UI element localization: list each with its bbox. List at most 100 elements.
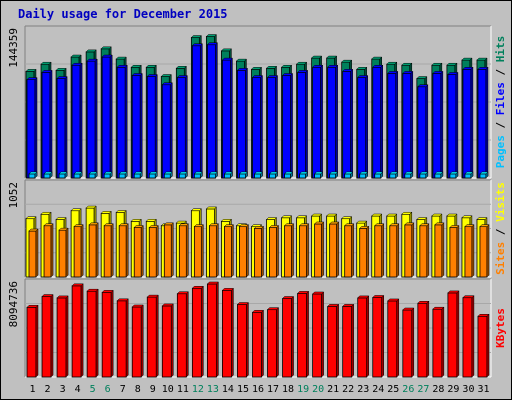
files-bar-cap xyxy=(357,75,369,78)
files-bar-side xyxy=(320,64,323,179)
files-bar-side xyxy=(34,76,38,179)
pages-bar xyxy=(88,173,96,179)
sites-bar-side xyxy=(35,228,39,278)
middle-legend-part: Visits xyxy=(494,182,507,222)
hits-bar-cap xyxy=(431,62,443,66)
sites-bar-side xyxy=(246,224,249,278)
sites-bar xyxy=(374,225,383,278)
sites-bar xyxy=(193,226,202,278)
day-label: 8 xyxy=(135,384,141,395)
files-bar-side xyxy=(64,75,68,179)
sites-bar-cap xyxy=(389,223,400,226)
hits-bar-cap xyxy=(265,66,278,69)
sites-bar-side xyxy=(50,223,54,278)
kbytes-bar xyxy=(267,309,277,378)
kbytes-bar-side xyxy=(35,304,39,378)
sites-bar-cap xyxy=(359,226,370,229)
sites-bar-side xyxy=(426,223,430,278)
y-max-label: 1052 xyxy=(7,182,20,209)
sites-bar-side xyxy=(125,223,129,278)
sites-bar-cap xyxy=(268,225,280,228)
sites-bar xyxy=(239,226,247,278)
files-bar-cap xyxy=(417,84,429,88)
kbytes-bar xyxy=(477,315,488,378)
kbytes-bar-cap xyxy=(191,286,204,289)
top-legend-part: Files xyxy=(494,82,507,115)
sites-bar xyxy=(118,225,127,278)
files-bar xyxy=(71,64,81,179)
visits-bar-cap xyxy=(220,219,233,222)
day-label: 4 xyxy=(75,384,81,395)
pages-bar xyxy=(299,173,306,179)
files-bar-cap xyxy=(447,72,459,75)
kbytes-bar-cap xyxy=(387,298,400,302)
visits-bar-cap xyxy=(356,220,368,224)
files-bar xyxy=(372,66,382,179)
sites-bar-cap xyxy=(329,221,340,225)
pages-bar-cap xyxy=(344,171,354,175)
kbytes-bar xyxy=(297,292,307,378)
kbytes-bar-cap xyxy=(176,291,189,294)
hits-bar-cap xyxy=(190,35,202,38)
kbytes-bar-side xyxy=(306,290,309,378)
files-bar-side xyxy=(395,70,399,179)
kbytes-bar xyxy=(357,297,368,378)
pages-bar xyxy=(449,173,457,179)
files-bar-cap xyxy=(131,73,143,76)
kbytes-bar xyxy=(41,296,52,378)
pages-bar xyxy=(239,173,246,179)
y-max-label: 8094736 xyxy=(7,281,20,327)
kbytes-bar-side xyxy=(261,309,264,378)
sites-bar xyxy=(88,224,97,278)
sites-bar-cap xyxy=(449,225,460,228)
pages-bar xyxy=(133,173,141,179)
files-bar-cap xyxy=(146,74,158,77)
files-bar-side xyxy=(49,69,53,179)
sites-bar-side xyxy=(486,224,490,278)
hits-bar-cap xyxy=(311,55,323,59)
kbytes-bar xyxy=(342,305,353,378)
files-bar-cap xyxy=(477,67,489,70)
top-legend: Pages / Files / Hits xyxy=(494,36,507,169)
kbytes-bar xyxy=(282,298,292,378)
files-bar xyxy=(56,78,66,179)
kbytes-bar-cap xyxy=(281,296,295,299)
kbytes-bar-side xyxy=(186,291,189,378)
visits-bar-cap xyxy=(416,217,428,220)
kbytes-bar-cap xyxy=(296,291,310,294)
pages-bar-cap xyxy=(148,171,158,175)
files-bar-side xyxy=(124,64,128,179)
top-legend-part: / xyxy=(494,115,507,135)
visits-bar-cap xyxy=(40,211,52,215)
pages-bar-cap xyxy=(298,171,309,175)
files-bar-side xyxy=(305,69,308,179)
sites-bar-cap xyxy=(223,224,235,227)
pages-bar xyxy=(419,173,427,179)
files-bar-cap xyxy=(71,62,83,66)
kbytes-bar-side xyxy=(396,298,400,378)
files-bar-cap xyxy=(56,76,68,79)
pages-bar xyxy=(148,173,156,179)
files-bar xyxy=(432,73,442,179)
files-bar xyxy=(462,68,472,179)
pages-bar xyxy=(208,173,216,179)
files-bar-side xyxy=(410,70,414,179)
sites-bar-side xyxy=(456,224,460,278)
day-label: 11 xyxy=(177,384,189,395)
files-bar-side xyxy=(260,74,263,179)
files-bar xyxy=(282,75,291,179)
pages-bar xyxy=(28,173,36,179)
files-bar-side xyxy=(170,82,173,179)
sites-bar-side xyxy=(411,222,415,278)
kbytes-bar-cap xyxy=(71,283,84,287)
files-bar-side xyxy=(245,67,248,179)
visits-bar-cap xyxy=(326,213,338,217)
visits-bar-cap xyxy=(55,217,67,220)
sites-bar-cap xyxy=(479,224,490,227)
sites-bar-cap xyxy=(404,222,415,226)
sites-bar-cap xyxy=(419,223,430,226)
pages-bar-cap xyxy=(329,171,339,175)
sites-bar-cap xyxy=(118,223,129,226)
kbytes-bar-side xyxy=(441,306,445,378)
visits-bar-cap xyxy=(265,217,278,220)
